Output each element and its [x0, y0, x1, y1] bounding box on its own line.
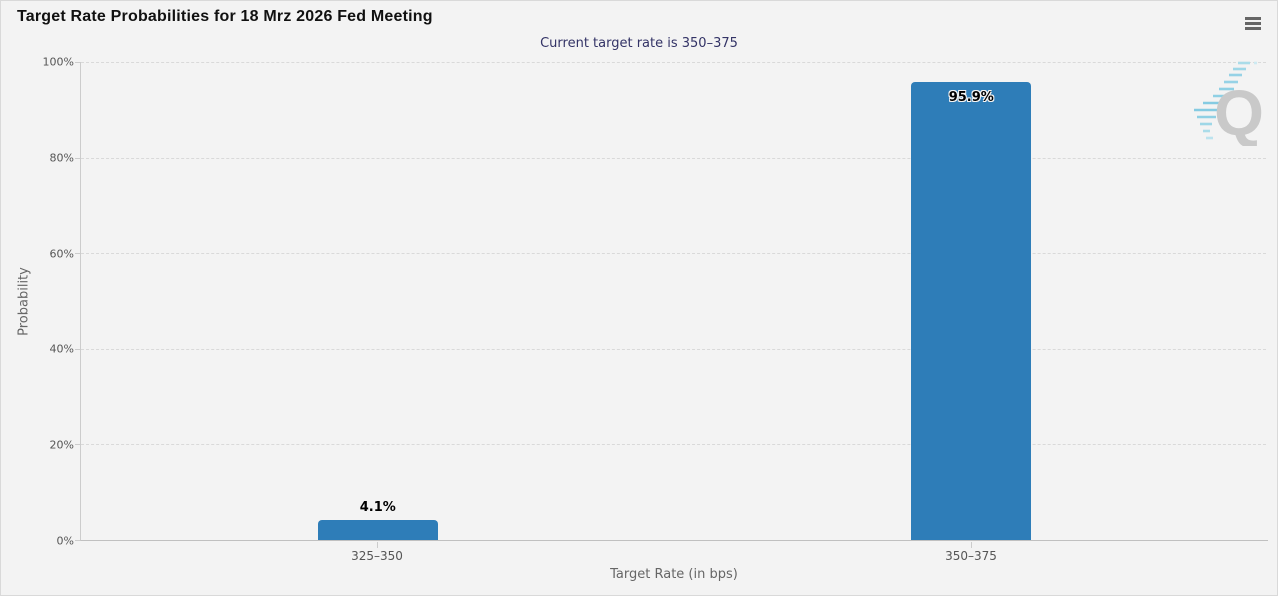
gridline [81, 253, 1266, 255]
bar-325–350[interactable] [317, 520, 438, 540]
chart-subtitle: Current target rate is 350–375 [540, 36, 738, 51]
gridline [81, 444, 1266, 446]
chart-context-menu-button[interactable] [1242, 13, 1264, 33]
x-tick-mark [971, 542, 972, 548]
x-category-label: 350–375 [945, 549, 997, 563]
y-tick-mark [75, 253, 80, 255]
hamburger-icon [1245, 16, 1261, 20]
watermark-q-letter: Q [1214, 77, 1264, 146]
chart-title: Target Rate Probabilities for 18 Mrz 202… [17, 8, 433, 25]
x-category-label: 325–350 [351, 549, 403, 563]
bar-350–375[interactable] [911, 81, 1032, 540]
gridline [81, 62, 1266, 63]
y-tick-label: 80% [49, 151, 74, 165]
x-axis-title: Target Rate (in bps) [610, 567, 738, 582]
plot-area: 4.1% 95.9% [75, 62, 1268, 541]
y-tick-label: 20% [49, 438, 74, 452]
y-tick-mark [75, 62, 80, 63]
quikstrike-watermark: Q [1194, 61, 1264, 146]
y-tick-label: 40% [49, 342, 74, 356]
y-axis-labels: 0% 20% 40% 60% 80% 100% [1, 56, 74, 548]
x-axis: 325–350 350–375 [80, 541, 1268, 591]
gridline [81, 157, 1266, 159]
x-tick-mark [377, 542, 378, 548]
y-tick-mark [75, 348, 80, 350]
y-tick-mark [75, 540, 80, 541]
gridline [81, 348, 1266, 350]
watermark-stripes [1194, 61, 1257, 140]
y-tick-label: 60% [49, 247, 74, 261]
y-tick-label: 0% [56, 534, 74, 548]
bar-value-label: 4.1% [359, 500, 396, 516]
bar-value-label: 95.9% [948, 89, 994, 105]
y-tick-label: 100% [42, 55, 74, 69]
y-tick-mark [75, 157, 80, 159]
y-tick-mark [75, 444, 80, 446]
